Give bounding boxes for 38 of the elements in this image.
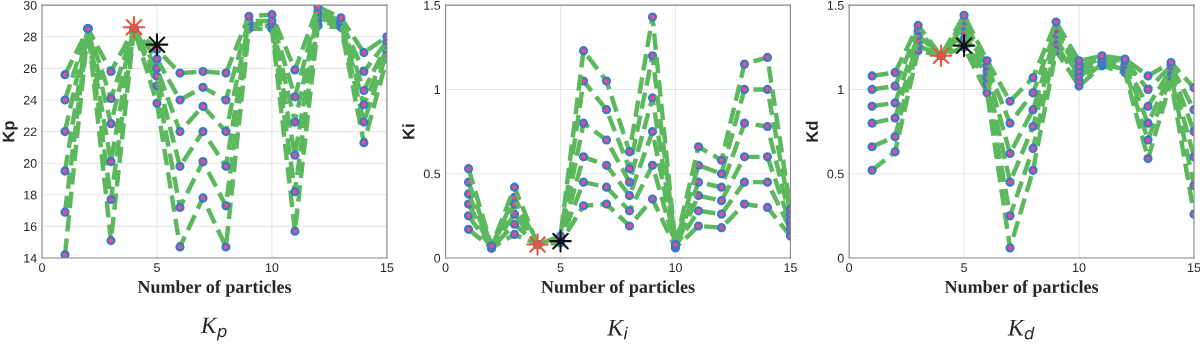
y-axis-title: Ki [402, 124, 415, 139]
x-tick-label: 15 [1188, 263, 1200, 273]
y-tick-label: 28 [23, 32, 37, 42]
y-tick-label: 1.5 [424, 1, 441, 10]
x-tick-label: 5 [961, 263, 968, 273]
x-tick-label: 5 [557, 263, 564, 273]
x-tick-label: 5 [153, 263, 160, 273]
y-tick-label: 24 [23, 95, 37, 105]
y-axis-title: Kd [805, 121, 818, 142]
y-tick-label: 30 [23, 0, 37, 10]
y-tick-label: 1 [838, 85, 844, 94]
y-tick-label: 0.5 [827, 169, 844, 179]
x-tick-label: 0 [39, 263, 45, 273]
x-tick-label: 0 [442, 263, 449, 273]
y-tick-label: 14 [24, 253, 37, 263]
y-tick-label: 0.5 [423, 169, 441, 179]
x-tick-label: 0 [846, 263, 853, 273]
x-tick-label: 15 [380, 263, 394, 273]
y-tick-label: 1 [434, 85, 441, 94]
x-axis-title: Number of particles [541, 280, 695, 297]
text: K$_{p}$ [200, 317, 227, 341]
y-tick-label: 16 [24, 222, 37, 232]
y-tick-label: 20 [23, 158, 37, 168]
x-tick-label: 10 [1073, 263, 1086, 273]
y-tick-label: 22 [23, 127, 37, 137]
x-tick-label: 15 [784, 263, 797, 273]
x-tick-label: 10 [265, 263, 279, 273]
y-tick-label: 1.5 [827, 1, 844, 10]
text: K$_{i}$ [607, 319, 628, 340]
x-axis-title: Number of particles [944, 280, 1099, 297]
x-axis-title: Number of particles [137, 280, 292, 297]
text: K$_{d}$ [1007, 319, 1035, 340]
y-tick-label: 26 [23, 64, 37, 74]
y-tick-label: 0 [434, 253, 441, 263]
y-tick-label: 0 [837, 253, 844, 263]
y-axis-title: Kp [2, 121, 18, 142]
x-tick-label: 10 [669, 263, 682, 273]
y-tick-label: 18 [24, 190, 37, 200]
